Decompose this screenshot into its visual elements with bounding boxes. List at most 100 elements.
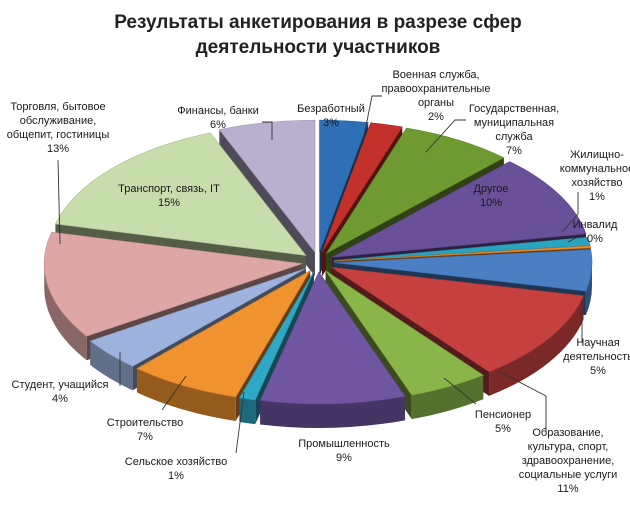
slice-value: 1% (589, 191, 605, 203)
slice-label: Государственная, муниципальная служба 7% (469, 103, 559, 157)
slice-top (333, 245, 592, 262)
slice-label: Торговля, бытовое обслуживание, общепит, г… (7, 101, 110, 155)
slice-top (333, 236, 591, 261)
slice-top (333, 249, 593, 292)
slice-label-line: общепит, гостиницы (7, 129, 110, 141)
chart-title: Результаты анкетирования в разрезе сфер … (114, 12, 522, 58)
slice-label-line: Государственная, (469, 103, 559, 115)
slice-top (321, 122, 403, 253)
slice-label: Жилищно-коммунальное хозяйство 1% (560, 149, 630, 203)
slice-rim (136, 368, 236, 422)
slice-label-line: органы (418, 97, 454, 109)
leader-lines (57, 95, 583, 454)
slice-label: Промышленность 9% (298, 438, 390, 464)
slice-top (54, 132, 307, 256)
slice-label: Безработный 3% (297, 103, 365, 129)
slice-top (136, 269, 311, 398)
slice-top (319, 119, 369, 253)
slice-top (43, 231, 303, 337)
leader-line (443, 377, 477, 405)
slice-label: Другое 10% (474, 183, 509, 209)
slice-value: 11% (557, 483, 578, 495)
slice-top (325, 270, 484, 396)
slice-label-line: обслуживание, (20, 115, 97, 127)
slice-top (89, 268, 306, 367)
slice-label-line: Научная (576, 337, 619, 349)
slice-value: 7% (506, 145, 522, 157)
slice-label-line: Сельское хозяйство (125, 456, 227, 468)
leader-line (499, 371, 547, 432)
slice-rim (90, 340, 133, 391)
pie-slice (259, 271, 406, 428)
leader-line (567, 235, 581, 243)
slice-label: Пенсионер 5% (475, 409, 531, 435)
slice-top (331, 267, 584, 373)
slice-label-line: Жилищно- (570, 149, 624, 161)
slice-label-line: хозяйство (572, 177, 623, 189)
slice-top (238, 271, 315, 401)
slice-label: Финансы, банки 6% (177, 105, 259, 131)
slice-top (331, 161, 587, 258)
pie-slices (43, 119, 593, 428)
slice-value: 13% (47, 143, 69, 155)
slice-label-line: деятельность (563, 351, 630, 363)
slice-label-line: Транспорт, связь, IT (118, 183, 220, 195)
slice-value: 4% (52, 393, 68, 405)
slice-value: 10% (480, 197, 502, 209)
slice-label-line: коммунальное (560, 163, 630, 175)
slice-label-line: Другое (474, 183, 509, 195)
chart-title-line-2: деятельности участников (196, 37, 441, 58)
leader-line (362, 95, 382, 142)
slice-label: Сельское хозяйство 1% (125, 456, 227, 482)
chart-title-line-1: Результаты анкетирования в разрезе сфер (114, 12, 522, 33)
slice-label: Военная служба, правоохранительные органы 2… (382, 69, 491, 123)
slice-label: Строительство 7% (107, 417, 184, 443)
slice-value: 0% (587, 233, 603, 245)
leader-line (161, 375, 187, 411)
slice-label-line: Пенсионер (475, 409, 531, 421)
slice-label: Студент, учащийся 4% (12, 379, 109, 405)
slice-rim (44, 263, 87, 361)
leader-line (235, 391, 245, 454)
slice-value: 5% (495, 423, 511, 435)
slice-label-line: социальные услуги (519, 469, 618, 481)
slice-label: Научная деятельность 5% (563, 337, 630, 377)
slice-top (259, 271, 406, 405)
slice-value: 3% (323, 117, 339, 129)
slice-rim (489, 295, 584, 396)
slice-value: 7% (137, 431, 153, 443)
slice-rim (239, 397, 256, 425)
slice-value: 6% (210, 119, 226, 131)
slice-label-line: Промышленность (298, 438, 390, 450)
leader-line (57, 159, 61, 245)
slice-label-line: Финансы, банки (177, 105, 259, 117)
slice-value: 2% (428, 111, 444, 123)
slice-value: 15% (158, 197, 180, 209)
slice-value: 5% (590, 365, 606, 377)
slice-label: Транспорт, связь, IT 15% (118, 183, 220, 209)
slice-value: 9% (336, 452, 352, 464)
slice-label-line: муниципальная (474, 117, 554, 129)
slice-label-line: Военная служба, (392, 69, 479, 81)
slice-value: 1% (168, 470, 184, 482)
slice-rim (411, 375, 484, 420)
slice-label-line: Безработный (297, 103, 365, 115)
leader-line (561, 192, 579, 233)
slice-label-line: правоохранительные (382, 83, 491, 95)
slice-label-line: Строительство (107, 417, 184, 429)
slice-label-line: здравоохранение, (522, 455, 615, 467)
leader-line (425, 119, 466, 153)
slice-label-line: Торговля, бытовое (10, 101, 105, 113)
leader-line (262, 121, 273, 140)
slice-label-line: культура, спорт, (528, 441, 609, 453)
slice-label-line: Образование, (532, 427, 603, 439)
slice-label-line: служба (495, 131, 533, 143)
slice-top (325, 127, 505, 255)
slice-rim (585, 262, 592, 316)
slice-top (218, 119, 316, 254)
slice-label-line: Студент, учащийся (12, 379, 109, 391)
data-labels: Безработный 3% Военная служба, правоохранит… (7, 69, 630, 495)
slice-label: Образование, культура, спорт, здравоохране… (519, 427, 618, 495)
slice-rim (260, 396, 406, 428)
